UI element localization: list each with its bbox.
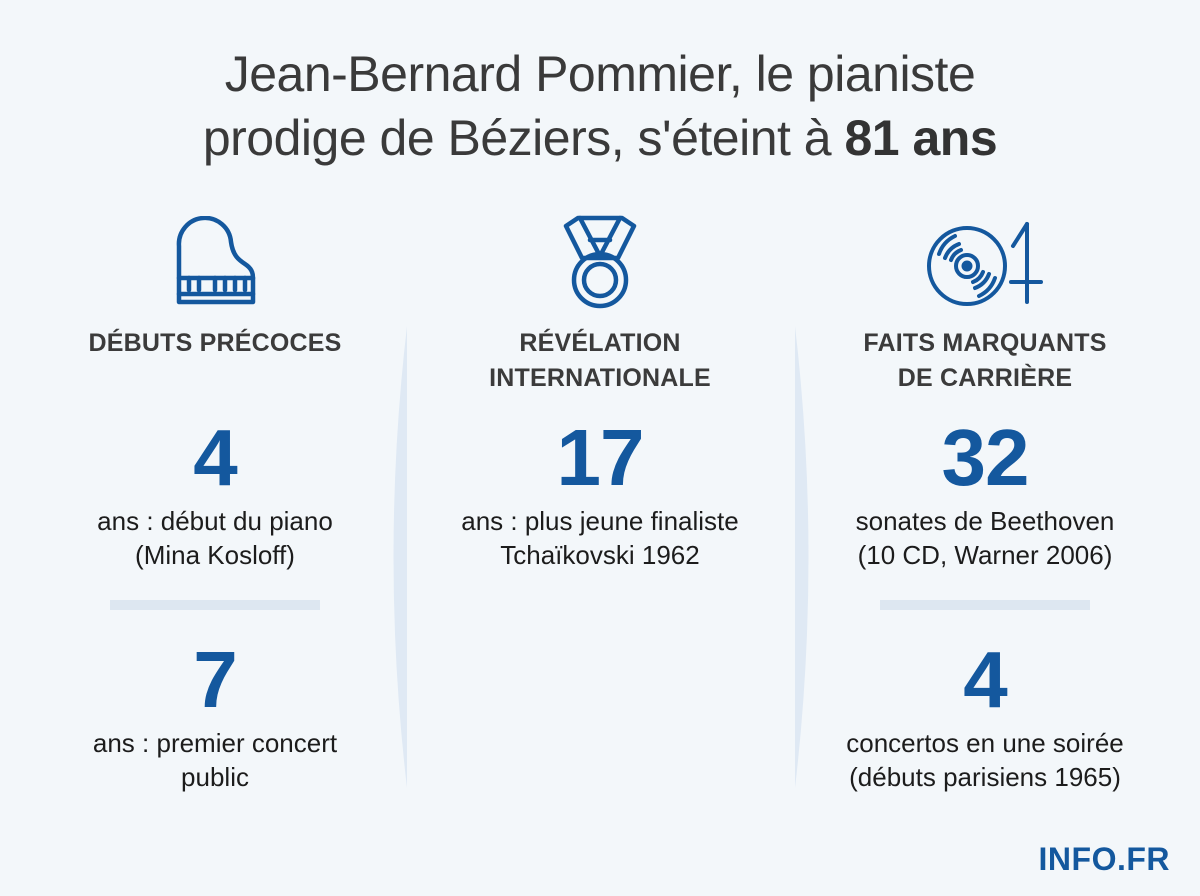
stat-description-line-1: ans : plus jeune finaliste [461, 506, 739, 536]
stat-block: 7 ans : premier concert public [50, 640, 380, 794]
section-heading: DÉBUTS PRÉCOCES [88, 329, 342, 357]
column-career-highlights: FAITS MARQUANTS DE CARRIÈRE 32 sonates d… [820, 210, 1150, 794]
brand-logo: INFO.FR [1038, 841, 1170, 877]
title-line-2: prodige de Béziers, s'éteint à [202, 110, 845, 166]
stat-description-line-2: (10 CD, Warner 2006) [857, 540, 1113, 570]
section-heading-line-1: RÉVÉLATION [519, 329, 681, 357]
stat-value: 4 [963, 635, 1008, 724]
stat-description: ans : premier concert public [50, 726, 380, 794]
title-line-1: Jean-Bernard Pommier, le pianiste [224, 46, 976, 102]
stat-description-line-1: sonates de Beethoven [855, 506, 1115, 536]
stat-description-line-1: ans : début du piano [97, 506, 333, 536]
stat-block: 4 concertos en une soirée (débuts parisi… [820, 640, 1150, 794]
stat-description: ans : début du piano (Mina Kosloff) [50, 504, 380, 572]
column-divider [795, 326, 809, 788]
column-divider [393, 326, 407, 788]
stat-block: 17 ans : plus jeune finaliste Tchaïkovsk… [430, 418, 770, 572]
stat-description: ans : plus jeune finaliste Tchaïkovski 1… [430, 504, 770, 572]
stat-description: sonates de Beethoven (10 CD, Warner 2006… [820, 504, 1150, 572]
vinyl-record-and-note-icon [820, 210, 1150, 314]
section-heading-line-1: FAITS MARQUANTS [863, 329, 1107, 357]
column-early-beginnings: DÉBUTS PRÉCOCES 4 ans : début du piano (… [50, 210, 380, 794]
section-heading: FAITS MARQUANTS DE CARRIÈRE [820, 326, 1150, 396]
page-title: Jean-Bernard Pommier, le pianiste prodig… [0, 42, 1200, 170]
section-heading-line-2: DE CARRIÈRE [897, 364, 1073, 392]
stat-description-line-2: public [181, 762, 249, 792]
grand-piano-icon [50, 210, 380, 314]
stat-separator [110, 600, 320, 610]
section-heading: RÉVÉLATION INTERNATIONALE [430, 326, 770, 396]
stat-value: 4 [193, 413, 238, 502]
title-age-highlight: 81 ans [844, 110, 998, 166]
medal-icon [430, 210, 770, 314]
column-international-revelation: RÉVÉLATION INTERNATIONALE 17 ans : plus … [430, 210, 770, 572]
stat-block: 4 ans : début du piano (Mina Kosloff) [50, 418, 380, 572]
stat-block: 32 sonates de Beethoven (10 CD, Warner 2… [820, 418, 1150, 572]
section-heading-line-2: INTERNATIONALE [489, 364, 711, 392]
stat-description-line-2: (Mina Kosloff) [135, 540, 295, 570]
stat-value: 17 [556, 413, 645, 502]
stat-value: 7 [193, 635, 238, 724]
stat-separator [880, 600, 1090, 610]
stat-description: concertos en une soirée (débuts parisien… [820, 726, 1150, 794]
stat-description-line-1: concertos en une soirée [846, 728, 1124, 758]
stat-description-line-1: ans : premier concert [92, 728, 338, 758]
stat-value: 32 [941, 413, 1030, 502]
stat-description-line-2: Tchaïkovski 1962 [500, 540, 700, 570]
stat-description-line-2: (débuts parisiens 1965) [849, 762, 1121, 792]
